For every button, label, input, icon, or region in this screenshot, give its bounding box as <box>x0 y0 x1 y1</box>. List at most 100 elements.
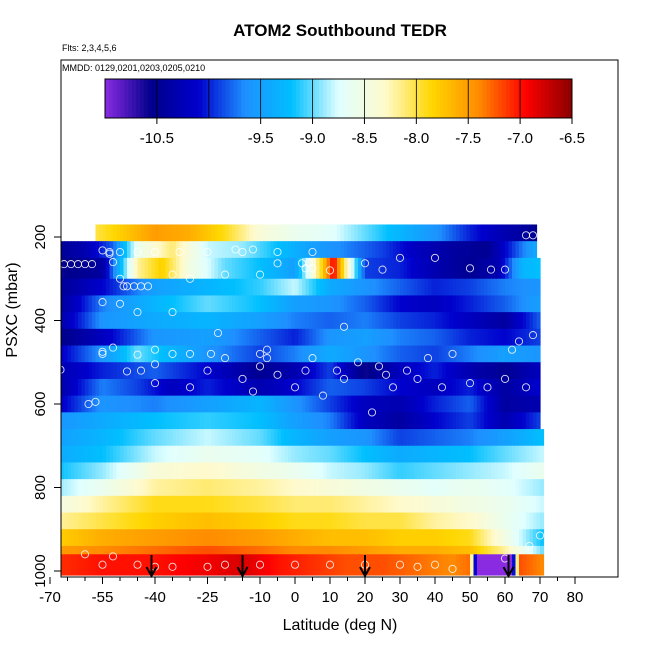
heatmap-cell <box>466 328 471 346</box>
heatmap-cell <box>368 395 373 413</box>
heatmap-cell <box>99 495 104 513</box>
heatmap-cell <box>347 278 352 296</box>
heatmap-cell <box>183 445 188 463</box>
heatmap-cell <box>442 328 447 346</box>
heatmap-cell <box>470 224 475 242</box>
heatmap-cell <box>113 529 118 547</box>
heatmap-cell <box>288 412 293 430</box>
heatmap-cell <box>358 545 363 555</box>
heatmap-cell <box>144 529 149 547</box>
colorbar-segment <box>245 79 250 118</box>
heatmap-cell <box>127 395 132 413</box>
heatmap-cell <box>494 395 499 413</box>
heatmap-cell <box>424 529 429 547</box>
heatmap-cell <box>155 462 160 480</box>
heatmap-cell <box>400 412 405 430</box>
heatmap-cell <box>148 295 153 313</box>
heatmap-cell <box>435 545 440 555</box>
heatmap-cell <box>99 378 104 397</box>
heatmap-cell <box>218 462 223 480</box>
heatmap-cell <box>162 495 167 513</box>
heatmap-cell <box>393 512 398 530</box>
heatmap-cell <box>232 328 237 346</box>
heatmap-cell <box>442 278 447 296</box>
heatmap-cell <box>92 395 97 413</box>
heatmap-cell <box>74 412 79 430</box>
heatmap-cell <box>431 479 436 497</box>
heatmap-cell <box>270 241 275 259</box>
heatmap-cell <box>302 462 307 480</box>
heatmap-cell <box>200 412 205 430</box>
heatmap-cell <box>61 241 65 259</box>
heatmap-cell <box>463 545 468 555</box>
colorbar-segment <box>276 79 281 118</box>
heatmap-cell <box>151 479 156 497</box>
heatmap-cell <box>267 554 272 576</box>
heatmap-cell <box>442 312 447 330</box>
heatmap-cell <box>368 378 373 397</box>
heatmap-cell <box>137 479 142 497</box>
heatmap-cell <box>197 395 202 413</box>
heatmap-cell <box>365 462 370 480</box>
heatmap-cell <box>165 328 170 346</box>
heatmap-cell <box>459 345 464 363</box>
heatmap-cell <box>200 278 205 296</box>
heatmap-cell <box>134 512 139 530</box>
heatmap-cell <box>484 429 489 447</box>
heatmap-cell <box>522 241 527 259</box>
heatmap-cell <box>519 512 524 530</box>
heatmap-cell <box>277 495 282 513</box>
heatmap-cell <box>162 257 167 280</box>
heatmap-cell <box>473 462 478 480</box>
heatmap-cell <box>109 412 114 430</box>
sample-point <box>423 354 433 363</box>
heatmap-cell <box>295 462 300 480</box>
heatmap-cell <box>130 512 135 530</box>
heatmap-cell <box>522 278 527 296</box>
heatmap-cell <box>288 224 293 242</box>
heatmap-cell <box>179 554 184 576</box>
heatmap-cell <box>155 241 160 259</box>
heatmap-cell <box>389 257 394 280</box>
heatmap-cell <box>302 545 307 555</box>
heatmap-cell <box>291 345 296 363</box>
heatmap-cell <box>211 479 216 497</box>
colorbar-tick-label: -9.0 <box>300 130 326 147</box>
heatmap-cell <box>449 278 454 296</box>
heatmap-cell <box>333 295 338 313</box>
heatmap-cell <box>319 328 324 346</box>
heatmap-cell <box>179 545 184 555</box>
heatmap-cell <box>452 295 457 313</box>
heatmap-cell <box>442 429 447 447</box>
heatmap-cell <box>270 295 275 313</box>
heatmap-cell <box>351 529 356 547</box>
heatmap-cell <box>480 241 485 259</box>
heatmap-cell <box>88 545 93 555</box>
heatmap-cell <box>270 429 275 447</box>
heatmap-cell <box>340 328 345 346</box>
heatmap-cell <box>165 395 170 413</box>
heatmap-cell <box>323 554 328 576</box>
heatmap-cell <box>484 462 489 480</box>
heatmap-cell <box>277 224 282 242</box>
heatmap-cell <box>295 512 300 530</box>
heatmap-cell <box>130 495 135 513</box>
colorbar-tick-label: -7.5 <box>455 130 481 147</box>
colorbar-segment <box>404 79 410 118</box>
heatmap-cell <box>372 495 377 513</box>
heatmap-cell <box>456 495 461 513</box>
heatmap-cell <box>88 554 93 576</box>
heatmap-cell <box>113 495 118 513</box>
heatmap-cell <box>274 312 279 330</box>
heatmap-cell <box>382 312 387 330</box>
heatmap-cell <box>407 554 412 576</box>
heatmap-cell <box>470 462 475 480</box>
heatmap-cell <box>246 345 251 363</box>
heatmap-cell <box>452 545 457 555</box>
heatmap-cell <box>305 328 310 346</box>
heatmap-cell <box>74 295 79 313</box>
heatmap-cell <box>116 312 121 330</box>
heatmap-cell <box>95 295 100 313</box>
heatmap-cell <box>253 362 258 380</box>
heatmap-cell <box>512 278 517 296</box>
